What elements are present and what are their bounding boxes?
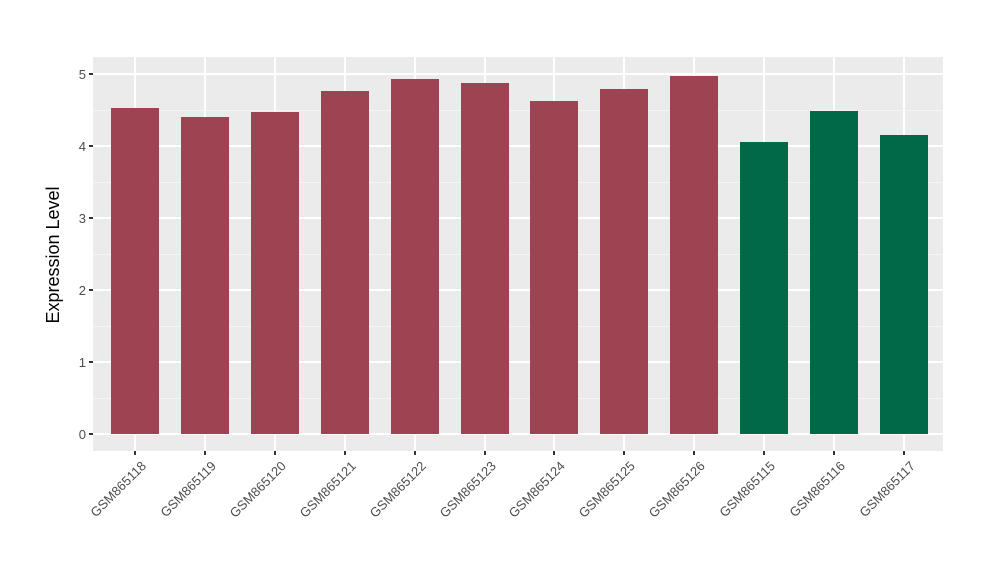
major-gridline <box>93 217 943 219</box>
y-tick-mark <box>89 433 93 435</box>
bar <box>740 142 788 434</box>
major-gridline <box>93 361 943 363</box>
x-tick-mark <box>483 451 486 455</box>
y-tick-mark <box>89 289 93 291</box>
plot-panel <box>93 57 943 451</box>
y-tick-label: 0 <box>78 427 86 442</box>
bar <box>251 112 299 434</box>
major-gridline <box>93 73 943 75</box>
x-tick-mark <box>693 451 696 455</box>
x-tick-mark <box>763 451 766 455</box>
y-tick-mark <box>89 361 93 363</box>
bar <box>600 89 648 434</box>
x-tick-mark <box>343 451 346 455</box>
minor-gridline <box>93 398 943 399</box>
bar <box>880 135 928 434</box>
bar <box>810 111 858 434</box>
minor-gridline <box>93 326 943 327</box>
x-tick-mark <box>553 451 556 455</box>
y-tick-mark <box>89 145 93 147</box>
y-tick-mark <box>89 217 93 219</box>
major-gridline <box>93 145 943 147</box>
y-tick-label: 1 <box>78 355 86 370</box>
major-gridline <box>93 433 943 435</box>
minor-gridline <box>93 182 943 183</box>
x-tick-mark <box>134 451 136 455</box>
y-tick-mark <box>89 73 93 75</box>
x-tick-mark <box>833 451 835 455</box>
x-tick-mark <box>413 451 416 455</box>
bar <box>461 83 509 434</box>
x-tick-mark <box>273 451 276 455</box>
bar <box>111 108 159 434</box>
y-tick-label: 3 <box>78 211 86 226</box>
x-tick-mark <box>902 451 905 455</box>
bar <box>321 91 369 434</box>
bar <box>181 117 229 434</box>
minor-gridline <box>93 254 943 255</box>
y-axis-title: Expression Level <box>43 186 63 324</box>
y-tick-label: 5 <box>78 67 86 82</box>
bar <box>391 79 439 434</box>
x-tick-mark <box>623 451 626 455</box>
y-tick-label: 4 <box>78 139 86 154</box>
major-gridline <box>93 289 943 291</box>
minor-gridline <box>93 110 943 111</box>
x-tick-mark <box>203 451 206 455</box>
bar <box>670 76 718 434</box>
y-tick-label: 2 <box>78 283 86 298</box>
bar <box>530 101 578 434</box>
